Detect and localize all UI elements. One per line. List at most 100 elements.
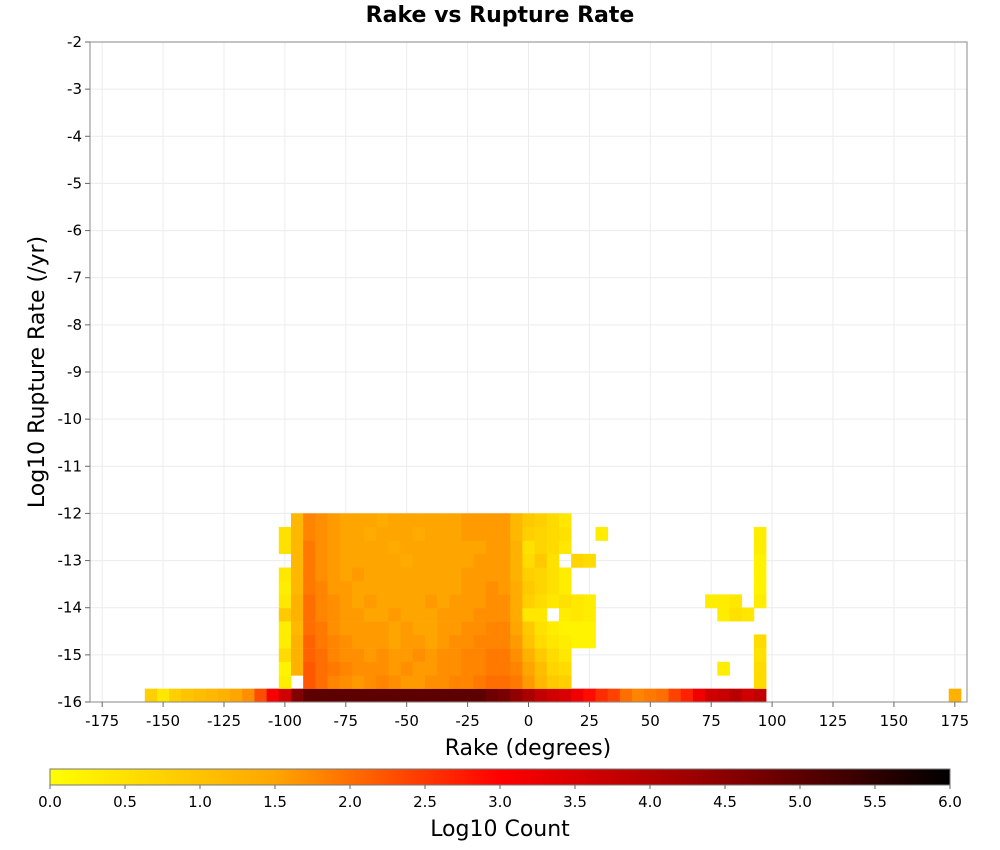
heatmap-cell (449, 688, 462, 703)
heatmap-cell (498, 567, 511, 582)
heatmap-cell (644, 688, 657, 703)
heatmap-cell (461, 580, 475, 595)
heatmap-cell (498, 674, 511, 689)
heatmap-cell (534, 567, 548, 582)
heatmap-cell (753, 674, 767, 689)
heatmap-cell (388, 661, 402, 676)
heatmap-cell (753, 594, 767, 609)
y-tick-label: -8 (67, 316, 82, 334)
heatmap-cell (290, 634, 304, 649)
heatmap-cell (351, 621, 365, 636)
heatmap-cell (437, 648, 450, 662)
heatmap-cell (485, 553, 499, 568)
heatmap-cell (400, 540, 414, 555)
heatmap-cell (156, 688, 170, 703)
y-tick-label: -12 (58, 504, 83, 522)
heatmap-cell (546, 526, 560, 541)
heatmap-cell (327, 674, 341, 689)
heatmap-cell (485, 567, 499, 582)
heatmap-cell (376, 607, 389, 622)
heatmap-cell (510, 540, 523, 555)
heatmap-cell (461, 648, 475, 662)
heatmap-cell (327, 688, 341, 703)
heatmap-cell (400, 513, 414, 528)
heatmap-cell (534, 540, 548, 555)
heatmap-cell (278, 607, 292, 622)
heatmap-cell (510, 567, 523, 582)
heatmap-cell (400, 580, 414, 595)
colorbar-ticks: 0.0 0.5 1.0 1.5 2.0 2.5 3.0 3.5 4.0 4.5 5.0 5.5 6.0 (38, 785, 962, 811)
heatmap-cell (376, 661, 389, 676)
y-tick-label: -5 (67, 174, 82, 192)
colorbar-label: Log10 Count (430, 817, 570, 842)
heatmap-cell (595, 526, 609, 541)
heatmap-cell (412, 567, 426, 582)
heatmap-cell (351, 607, 365, 622)
heatmap-cell (741, 607, 755, 622)
heatmap-cell (303, 607, 316, 622)
y-tick-label: -15 (58, 646, 83, 664)
heatmap-cell (522, 540, 535, 555)
heatmap-cell (705, 594, 718, 609)
heatmap-cell (351, 674, 365, 689)
heatmap-cell (376, 621, 389, 636)
heatmap-cell (400, 661, 414, 676)
heatmap-cell (339, 553, 353, 568)
heatmap-cell (522, 607, 535, 622)
heatmap-cell (315, 553, 328, 568)
colorbar-tick-label: 0.5 (113, 793, 137, 811)
heatmap-cell (437, 594, 450, 609)
heatmap-cell (412, 621, 426, 636)
heatmap-cell (461, 607, 475, 622)
heatmap-cell (449, 594, 462, 609)
heatmap-cell (303, 688, 316, 703)
heatmap-cell (510, 634, 523, 649)
heatmap-cell (351, 526, 365, 541)
heatmap-cell (449, 513, 462, 528)
y-tick-label: -13 (58, 552, 83, 570)
y-tick-label: -10 (58, 410, 83, 428)
heatmap-cell (290, 594, 304, 609)
x-tick-label: -75 (334, 712, 359, 730)
heatmap-cell (437, 567, 450, 582)
heatmap-cell (290, 688, 304, 703)
heatmap-cell (400, 567, 414, 582)
heatmap-cell (412, 526, 426, 541)
heatmap-cell (449, 540, 462, 555)
heatmap-cell (558, 513, 572, 528)
heatmap-cell (461, 540, 475, 555)
heatmap-cell (315, 526, 328, 541)
heatmap-cell (424, 688, 438, 703)
x-tick-label: -50 (394, 712, 419, 730)
heatmap-cell (351, 580, 365, 595)
heatmap-cell (753, 580, 767, 595)
heatmap-cell (546, 540, 560, 555)
heatmap-cell (278, 674, 292, 689)
heatmap-cell (315, 540, 328, 555)
heatmap-cell (388, 621, 402, 636)
heatmap-cell (485, 674, 499, 689)
heatmap-cell (522, 661, 535, 676)
heatmap-cell (485, 513, 499, 528)
x-tick-label: 100 (758, 712, 787, 730)
heatmap-cell (351, 634, 365, 649)
heatmap-cell (364, 661, 377, 676)
x-tick-label: -25 (455, 712, 480, 730)
heatmap-cell (546, 594, 560, 609)
heatmap-cell (571, 594, 584, 609)
heatmap-cell (424, 594, 438, 609)
heatmap-cell (424, 567, 438, 582)
heatmap-cell (351, 594, 365, 609)
heatmap-cell (339, 607, 353, 622)
heatmap-cell (169, 688, 182, 703)
x-tick-label: 25 (580, 712, 599, 730)
heatmap-cell (424, 674, 438, 689)
heatmap-cell (546, 567, 560, 582)
heatmap-cell (339, 621, 353, 636)
heatmap-cell (315, 607, 328, 622)
heatmap-cell (400, 553, 414, 568)
heatmap-cell (473, 661, 487, 676)
heatmap-cell (571, 553, 584, 568)
heatmap-cell (558, 567, 572, 582)
heatmap-cell (303, 648, 316, 662)
